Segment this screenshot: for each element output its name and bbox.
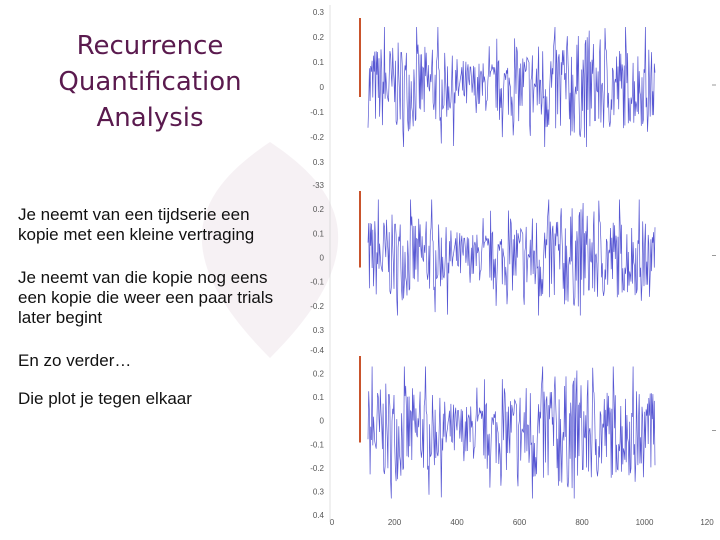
x-tick-label: 800 (575, 518, 589, 527)
y-tick-label: 0.1 (313, 393, 325, 402)
y-tick-label: -0.1 (310, 440, 324, 449)
y-tick-label: 0.2 (313, 370, 325, 379)
x-tick-label: 600 (513, 518, 527, 527)
paragraph-3: En zo verder… (18, 351, 132, 370)
series-line (367, 366, 656, 499)
y-tick-label: 0 (320, 417, 325, 426)
y-tick-label: 0 (320, 83, 325, 92)
slide-title: Recurrence Quantification Analysis (58, 31, 242, 133)
x-tick-label: 120 (700, 518, 714, 527)
x-tick-label: 400 (450, 518, 464, 527)
y-tick-label: 0.3 (313, 487, 325, 496)
y-tick-label: 0.3 (313, 158, 325, 167)
y-tick-label: -33 (312, 181, 324, 190)
slide-text: Je neemt van een tijdserie een kopie met… (18, 205, 288, 432)
y-tick-label: -0.1 (310, 108, 324, 117)
paragraph-4: Die plot je tegen elkaar (18, 389, 192, 408)
watermark-logo (201, 142, 339, 358)
y-tick-label: -0.1 (310, 278, 324, 287)
y-tick-label: -0.2 (310, 133, 324, 142)
series-line (367, 199, 656, 316)
x-tick-label: 1000 (636, 518, 654, 527)
y-tick-label: 0.2 (313, 205, 325, 214)
x-tick-label: 200 (388, 518, 402, 527)
y-tick-label: 0.3 (313, 326, 325, 335)
paragraph-1: Je neemt van een tijdserie een kopie met… (18, 205, 255, 244)
y-tick-label: 0.4 (313, 511, 325, 520)
y-tick-label: 0.1 (313, 58, 325, 67)
series-line (367, 26, 656, 148)
paragraph-2: Je neemt van die kopie nog eens een kopi… (18, 268, 274, 327)
y-tick-label: 0.2 (313, 33, 325, 42)
x-tick-label: 0 (330, 518, 335, 527)
y-tick-label: 0.1 (313, 229, 325, 238)
time-series-chart: 0.3 0.2 0.1 0 -0.1 -0.2 0.3 -33 0.2 0.1 0 -0.1 -0.2 0… (310, 5, 716, 527)
y-tick-label: 0 (320, 254, 325, 263)
y-tick-label: -0.2 (310, 302, 324, 311)
y-tick-label: -0.2 (310, 464, 324, 473)
y-tick-label: -0.4 (310, 346, 324, 355)
y-tick-label: 0.3 (313, 8, 325, 17)
